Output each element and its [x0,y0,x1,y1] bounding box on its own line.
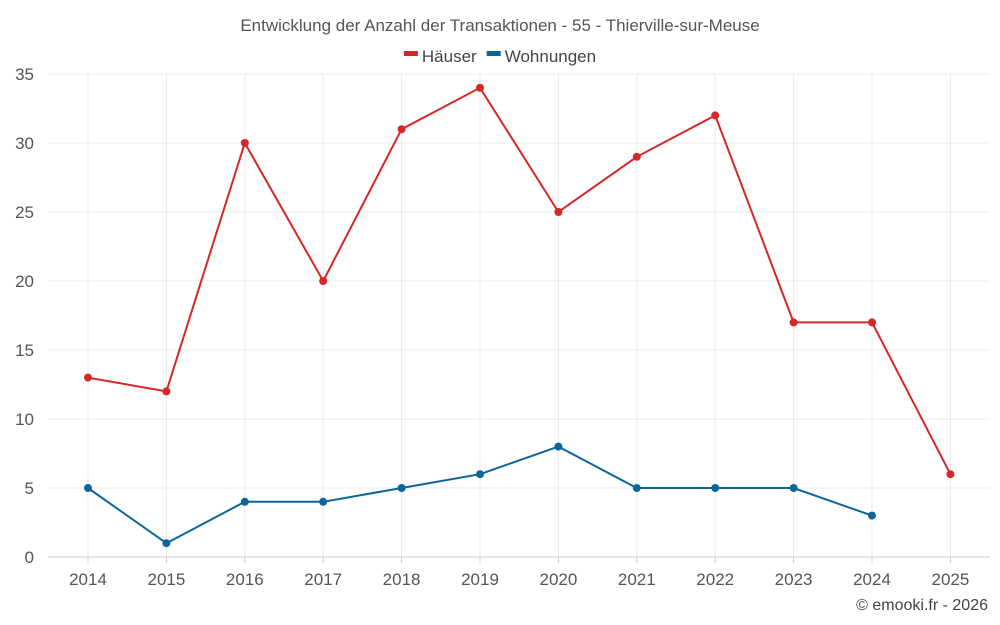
data-point [162,539,171,548]
x-tick-label: 2019 [461,570,499,589]
x-tick-label: 2023 [775,570,813,589]
legend-swatch [486,51,501,56]
data-point [319,497,328,506]
legend-item[interactable]: Wohnungen [486,47,596,66]
legend-swatch [403,51,418,56]
data-point [632,484,641,492]
data-point [84,373,92,382]
data-point [868,511,876,520]
chart-title: Entwicklung der Anzahl der Transaktionen… [240,16,759,35]
series-line [87,86,952,475]
y-tick-label: 0 [25,548,34,567]
x-tick-label: 2025 [931,570,969,589]
x-tick-label: 2021 [618,570,656,589]
data-point [397,125,406,134]
y-tick-label: 35 [15,65,34,84]
legend-label: Häuser [422,47,477,66]
credit-text: © emooki.fr - 2026 [856,597,988,614]
data-point [868,318,876,327]
x-tick-label: 2020 [539,570,577,589]
data-point [632,152,641,161]
legend-item[interactable]: Häuser [403,47,477,66]
data-point [397,484,406,492]
data-point [554,208,563,216]
x-tick-label: 2014 [69,570,107,589]
x-tick-label: 2022 [696,570,734,589]
y-tick-label: 5 [25,479,34,498]
data-point [789,484,798,492]
series-2 [84,442,876,548]
data-point [554,442,563,451]
data-point [162,387,171,396]
data-point [240,497,249,506]
x-tick-label: 2024 [853,570,891,589]
y-tick-label: 30 [15,134,34,153]
data-point [319,277,328,285]
series-layer [84,83,955,548]
x-tick-label: 2018 [383,570,421,589]
data-point [84,484,92,492]
y-tick-label: 20 [15,272,34,291]
grid [48,73,990,558]
data-point [946,470,955,479]
x-tick-label: 2016 [226,570,264,589]
data-point [711,111,720,120]
y-tick-label: 25 [15,203,34,222]
x-tick-label: 2017 [304,570,342,589]
data-point [240,139,249,147]
x-tick-label: 2015 [147,570,185,589]
data-point [789,318,798,327]
y-axis-ticks: 0 5 10 15 20 25 30 35 [15,65,34,567]
legend: Häuser Wohnungen [403,47,596,66]
x-axis-ticks: 2014 2015 2016 2017 2018 2019 2020 2021 2022 2023… [69,557,969,589]
y-tick-label: 15 [15,341,34,360]
y-tick-label: 10 [15,410,34,429]
data-point [476,83,484,92]
legend-label: Wohnungen [505,47,596,66]
data-point [476,470,484,479]
data-point [711,484,720,492]
series-1 [84,83,955,479]
